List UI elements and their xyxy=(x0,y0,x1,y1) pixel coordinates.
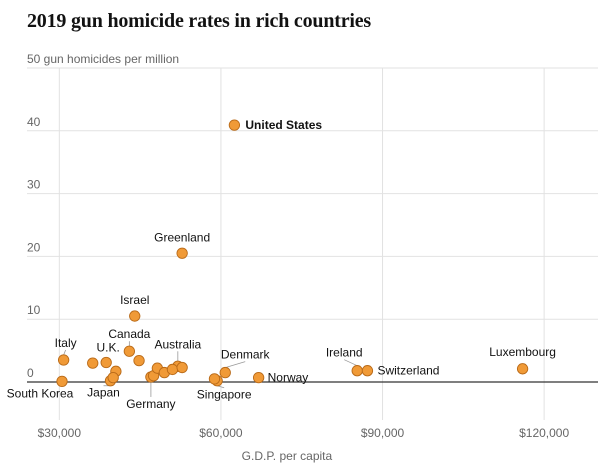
data-point[interactable] xyxy=(252,371,265,384)
point-label: Singapore xyxy=(197,388,252,402)
data-point[interactable] xyxy=(107,371,119,384)
data-point[interactable] xyxy=(176,361,188,374)
label-connector xyxy=(344,359,358,367)
point-label: Luxembourg xyxy=(489,345,556,359)
data-point[interactable] xyxy=(133,354,145,367)
data-point[interactable] xyxy=(176,247,188,259)
point-label: Switzerland xyxy=(377,364,439,378)
data-point[interactable] xyxy=(100,356,112,369)
y-tick-label: 50 gun homicides per million xyxy=(27,52,179,66)
data-point[interactable] xyxy=(516,363,529,375)
x-tick-label: $30,000 xyxy=(38,426,82,440)
x-tick-label: $90,000 xyxy=(361,426,405,440)
point-label: Israel xyxy=(120,293,149,307)
label-connector xyxy=(63,349,67,356)
data-point[interactable] xyxy=(123,345,135,357)
point-label: South Korea xyxy=(7,386,74,400)
data-point[interactable] xyxy=(129,310,141,322)
data-point[interactable] xyxy=(208,373,221,385)
data-point[interactable] xyxy=(56,375,68,388)
data-point[interactable] xyxy=(361,365,374,377)
point-label: Ireland xyxy=(326,346,363,360)
x-tick-label: $60,000 xyxy=(199,426,243,440)
axes: $30,000 $60,000 $90,000 $120,000 0 10 20 30 40 50… xyxy=(27,52,569,440)
data-point[interactable] xyxy=(57,354,70,366)
point-label: Denmark xyxy=(221,348,271,362)
point-label: Norway xyxy=(268,371,309,385)
y-tick-label: 30 xyxy=(27,178,41,192)
label-connectors xyxy=(63,341,358,397)
y-tick-label: 40 xyxy=(27,115,41,129)
point-label: Canada xyxy=(108,327,150,341)
point-label: U.K. xyxy=(97,341,120,355)
x-tick-label: $120,000 xyxy=(519,426,569,440)
data-point[interactable] xyxy=(166,363,179,376)
label-connector xyxy=(225,361,246,368)
chart-title: 2019 gun homicide rates in rich countrie… xyxy=(27,10,372,32)
y-tick-label: 20 xyxy=(27,240,41,254)
point-label: Italy xyxy=(55,336,77,350)
data-point[interactable] xyxy=(87,357,99,369)
data-point[interactable] xyxy=(219,366,231,379)
point-label: Germany xyxy=(126,397,175,411)
grid-lines xyxy=(27,67,598,420)
x-axis-title: G.D.P. per capita xyxy=(242,449,333,463)
point-label: United States xyxy=(245,118,322,132)
point-labels: United States Greenland Israel Canada Italy U… xyxy=(7,118,556,411)
point-label: Japan xyxy=(87,386,120,400)
y-tick-label: 0 xyxy=(27,366,34,380)
point-label: Australia xyxy=(154,337,201,351)
data-point[interactable] xyxy=(351,365,363,377)
point-label: Greenland xyxy=(154,230,210,244)
data-point[interactable] xyxy=(228,119,241,131)
y-tick-label: 10 xyxy=(27,303,41,317)
data-points xyxy=(56,119,529,388)
